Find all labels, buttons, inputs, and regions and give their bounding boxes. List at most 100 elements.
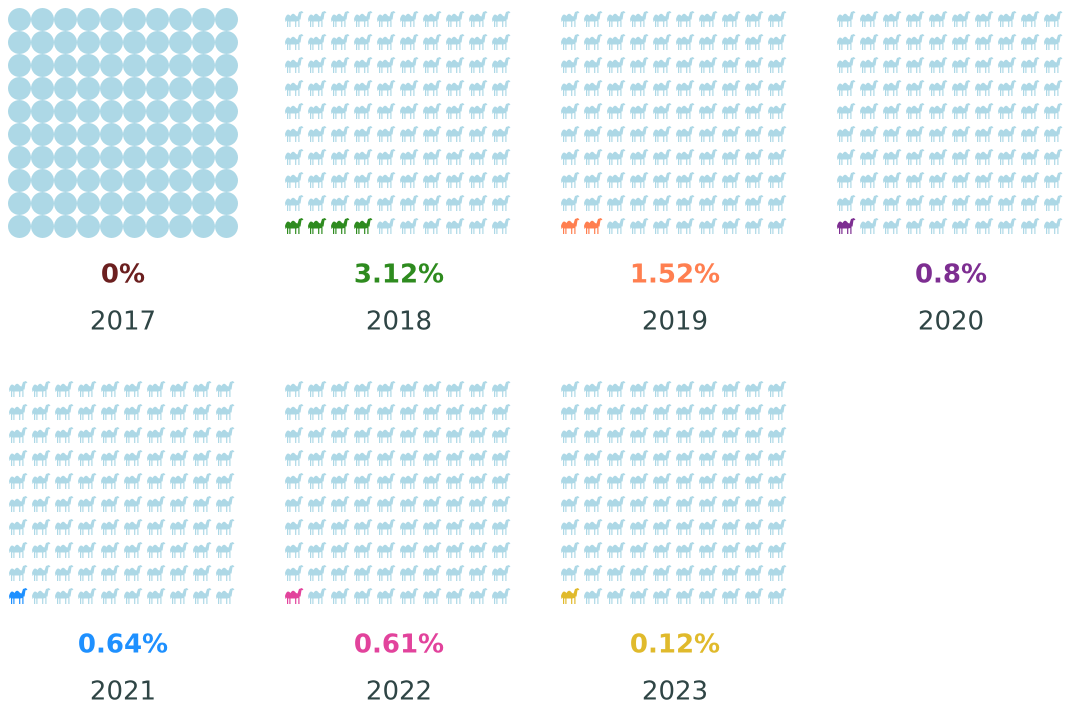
waffle-icon: [446, 496, 465, 512]
waffle-icon: [607, 11, 626, 27]
waffle-icon: [653, 218, 672, 234]
waffle-icon: [331, 149, 350, 165]
waffle-icon: [768, 565, 787, 581]
waffle-icon: [699, 427, 718, 443]
waffle-icon: [55, 473, 74, 489]
waffle-icon: [929, 103, 948, 119]
waffle-icon: [1021, 126, 1040, 142]
waffle-icon: [768, 496, 787, 512]
waffle-icon: [469, 542, 488, 558]
waffle-icon: [906, 172, 925, 188]
waffle-icon: [331, 34, 350, 50]
waffle-icon: [124, 381, 143, 397]
waffle-icon: [906, 218, 925, 234]
waffle-icon: [676, 450, 695, 466]
waffle-icon: [377, 588, 396, 604]
waffle-icon: [354, 103, 373, 119]
waffle-icon: [699, 496, 718, 512]
waffle-icon: [699, 103, 718, 119]
waffle-icon-filled: [561, 218, 580, 234]
category-label: 2018: [366, 307, 432, 337]
waffle-icon: [170, 565, 189, 581]
waffle-icon: [676, 218, 695, 234]
waffle-icon: [860, 172, 879, 188]
waffle-icon: [400, 172, 419, 188]
waffle-cell: [31, 54, 54, 77]
waffle-icon: [469, 565, 488, 581]
waffle-cell: [54, 54, 77, 77]
waffle-icon: [308, 195, 327, 211]
waffle-icon: [722, 588, 741, 604]
waffle-icon: [630, 565, 649, 581]
waffle-cell: [31, 215, 54, 238]
waffle-panel: 0.64% 2021: [9, 381, 235, 706]
waffle-icon: [722, 519, 741, 535]
waffle-icon: [124, 565, 143, 581]
waffle-icon: [446, 126, 465, 142]
waffle-icon: [400, 404, 419, 420]
waffle-icon-filled: [584, 218, 603, 234]
waffle-cell: [192, 100, 215, 123]
waffle-icon: [676, 11, 695, 27]
waffle-icon: [676, 542, 695, 558]
waffle-cell: [31, 77, 54, 100]
waffle-icon: [147, 565, 166, 581]
waffle-cell: [123, 54, 146, 77]
waffle-icon: [699, 195, 718, 211]
waffle-icon: [423, 11, 442, 27]
waffle-icon: [377, 427, 396, 443]
waffle-cell: [192, 146, 215, 169]
waffle-icon: [469, 34, 488, 50]
waffle-icon: [55, 450, 74, 466]
waffle-icon: [768, 588, 787, 604]
waffle-cell: [169, 123, 192, 146]
waffle-icon: [745, 172, 764, 188]
waffle-icon: [446, 103, 465, 119]
waffle-icon: [837, 172, 856, 188]
waffle-icon: [860, 34, 879, 50]
waffle-icon: [584, 103, 603, 119]
waffle-icon: [630, 542, 649, 558]
waffle-icon: [331, 80, 350, 96]
waffle-icon: [929, 218, 948, 234]
waffle-icon: [354, 473, 373, 489]
waffle-panel: 0.12% 2023: [561, 381, 787, 706]
waffle-icon: [285, 80, 304, 96]
waffle-icon: [400, 565, 419, 581]
waffle-icon: [354, 588, 373, 604]
waffle-icon: [906, 34, 925, 50]
waffle-icon: [354, 496, 373, 512]
waffle-icon: [285, 381, 304, 397]
waffle-icon: [722, 565, 741, 581]
waffle-icon: [722, 496, 741, 512]
waffle-icon: [423, 80, 442, 96]
waffle-icon: [630, 404, 649, 420]
waffle-icon: [9, 473, 28, 489]
waffle-icon: [446, 11, 465, 27]
waffle-icon: [492, 172, 511, 188]
waffle-icon: [469, 588, 488, 604]
waffle-icon: [193, 427, 212, 443]
waffle-icon: [400, 80, 419, 96]
waffle-icon: [860, 126, 879, 142]
waffle-icon: [745, 11, 764, 27]
waffle-icon: [78, 381, 97, 397]
waffle-icon: [653, 427, 672, 443]
waffle-cell: [123, 169, 146, 192]
waffle-panel: 0.61% 2022: [285, 381, 511, 706]
waffle-icon: [492, 565, 511, 581]
waffle-icon: [377, 473, 396, 489]
waffle-cell: [169, 100, 192, 123]
waffle-icon: [676, 34, 695, 50]
waffle-icon: [699, 565, 718, 581]
waffle-icon: [469, 80, 488, 96]
waffle-cell: [215, 54, 238, 77]
waffle-icon: [124, 588, 143, 604]
waffle-icon: [952, 103, 971, 119]
waffle-icon: [285, 149, 304, 165]
waffle-icon: [331, 404, 350, 420]
waffle-cell: [215, 123, 238, 146]
waffle-icon: [423, 496, 442, 512]
waffle-cell: [100, 123, 123, 146]
waffle-cell: [31, 146, 54, 169]
